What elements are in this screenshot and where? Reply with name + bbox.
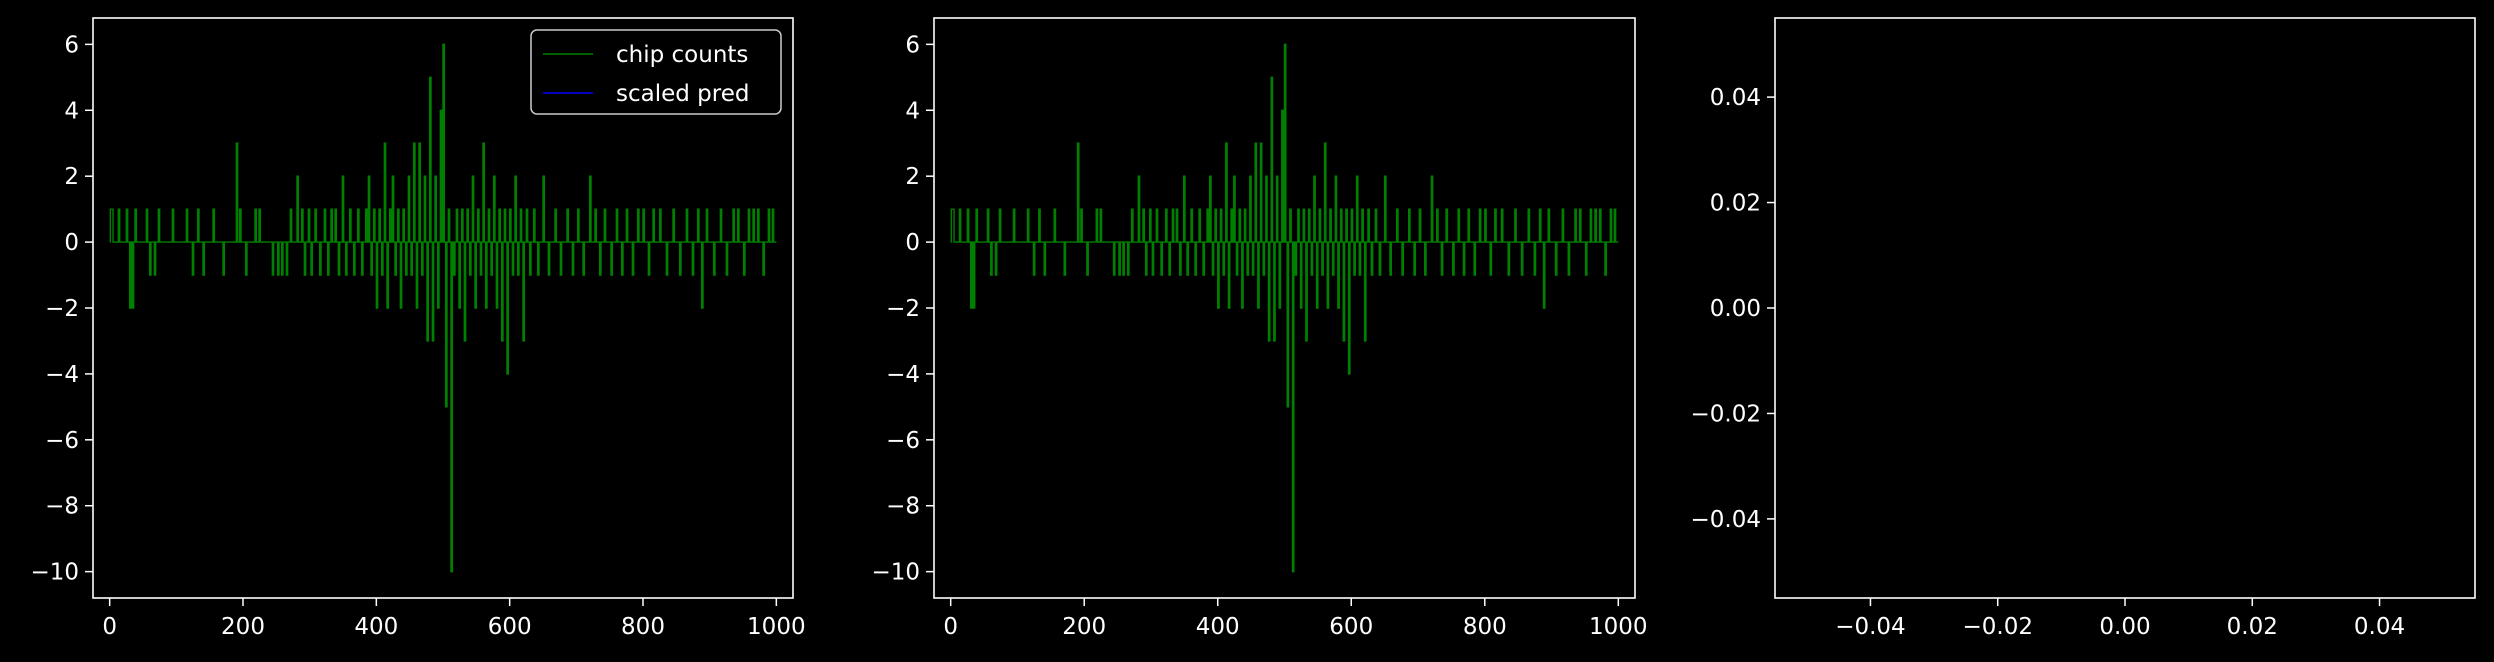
legend-label-chip-counts: chip counts <box>616 42 748 68</box>
x-tick-label-0-04: 0.04 <box>2354 614 2405 640</box>
panel-2-series-layer <box>950 43 1619 573</box>
y-tick-label-0-02: −0.02 <box>1691 401 1761 427</box>
x-tick-label-400: 400 <box>1196 614 1240 640</box>
panel-1-x-ticks: 0 200 400 600 800 1000 <box>102 598 806 640</box>
y-tick-label-0-04: −0.04 <box>1691 507 1761 533</box>
y-tick-label-10: −10 <box>30 560 79 586</box>
x-tick-label-600: 600 <box>488 614 532 640</box>
panel-1-series-layer <box>109 43 777 573</box>
x-tick-label-0-02: −0.02 <box>1962 614 2032 640</box>
y-tick-label-0: 0 <box>905 230 920 256</box>
panel-3-x-ticks: −0.04 −0.02 0.00 0.02 0.04 <box>1835 598 2405 640</box>
x-tick-label-0: 0 <box>943 614 958 640</box>
panel-2-x-ticks: 0 200 400 600 800 1000 <box>943 598 1648 640</box>
legend-box <box>530 29 782 115</box>
x-tick-label-800: 800 <box>621 614 665 640</box>
y-tick-label-0-00: 0.00 <box>1710 296 1761 322</box>
panel-1-y-ticks: 6 4 2 0 −2 −4 −6 −8 −10 <box>30 32 93 586</box>
x-tick-label-0: 0 <box>102 614 117 640</box>
y-tick-label-0: 0 <box>64 230 79 256</box>
x-tick-label-0-00: 0.00 <box>2099 614 2150 640</box>
y-tick-label-6: 6 <box>905 32 920 58</box>
x-tick-label-1000: 1000 <box>1589 614 1648 640</box>
y-tick-label-6: 6 <box>64 32 79 58</box>
chart-panel-1: 0 200 400 600 800 1000 6 4 2 0 −2 −4 −6 −8 −10 chip c… <box>30 17 806 640</box>
x-tick-label-0-02: 0.02 <box>2227 614 2278 640</box>
y-tick-label-2: 2 <box>64 164 79 190</box>
y-tick-label-2: 2 <box>905 164 920 190</box>
legend-label-scaled-pred: scaled pred <box>616 81 749 107</box>
y-tick-label-10: −10 <box>871 560 920 586</box>
x-tick-label-200: 200 <box>221 614 265 640</box>
x-tick-label-600: 600 <box>1329 614 1373 640</box>
y-tick-label-2: −2 <box>45 296 79 322</box>
chart-legend: chip counts scaled pred <box>530 29 782 115</box>
y-tick-label-0-04: 0.04 <box>1710 85 1761 111</box>
y-tick-label-4: −4 <box>45 362 79 388</box>
chart-panel-2: 0 200 400 600 800 1000 6 4 2 0 −2 −4 −6 −8 −10 <box>871 17 1648 640</box>
series-line-chip-counts <box>950 43 1619 573</box>
y-tick-label-4: −4 <box>886 362 920 388</box>
x-tick-label-1000: 1000 <box>747 614 806 640</box>
panel-3-y-ticks: 0.04 0.02 0.00 −0.02 −0.04 <box>1691 85 1775 533</box>
y-tick-label-4: 4 <box>905 98 920 124</box>
x-tick-label-400: 400 <box>354 614 398 640</box>
y-tick-label-4: 4 <box>64 98 79 124</box>
panel-2-y-ticks: 6 4 2 0 −2 −4 −6 −8 −10 <box>871 32 934 586</box>
chart-panel-3: −0.04 −0.02 0.00 0.02 0.04 0.04 0.02 0.00 −0.02… <box>1691 17 2476 640</box>
x-tick-label-200: 200 <box>1062 614 1106 640</box>
series-line-chip-counts <box>109 43 777 573</box>
y-tick-label-8: −8 <box>886 494 920 520</box>
y-tick-label-8: −8 <box>45 494 79 520</box>
y-tick-label-6: −6 <box>886 428 920 454</box>
x-tick-label-800: 800 <box>1463 614 1507 640</box>
y-tick-label-6: −6 <box>45 428 79 454</box>
y-tick-label-2: −2 <box>886 296 920 322</box>
y-tick-label-0-02: 0.02 <box>1710 191 1761 217</box>
x-tick-label-0-04: −0.04 <box>1835 614 1905 640</box>
